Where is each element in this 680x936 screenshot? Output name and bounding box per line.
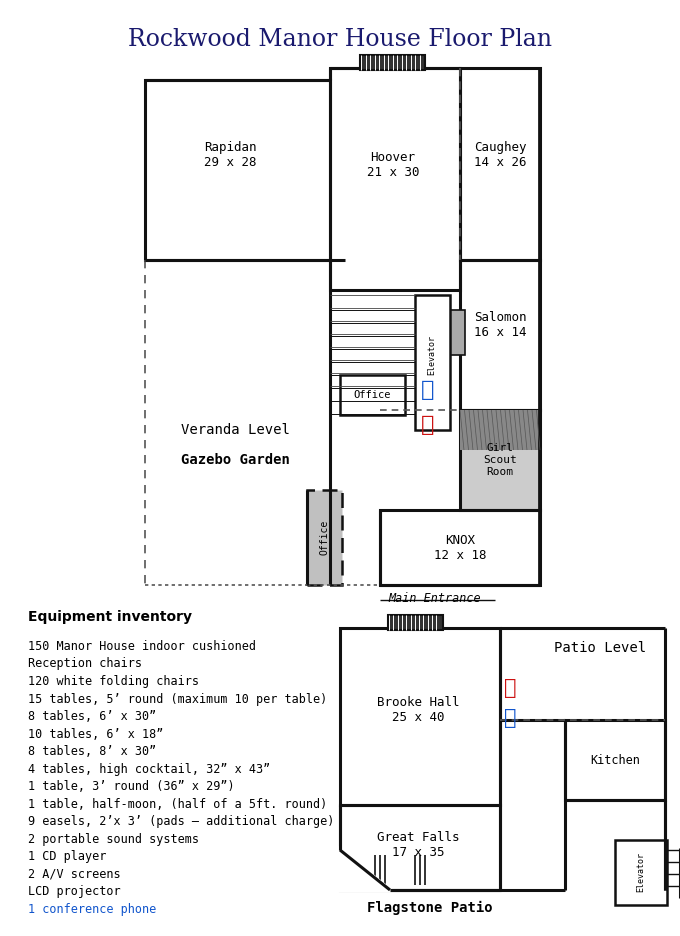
- Bar: [307, 490, 342, 585]
- Polygon shape: [340, 850, 390, 890]
- Text: Great Falls
17 x 35: Great Falls 17 x 35: [377, 831, 459, 859]
- Bar: [460, 260, 540, 410]
- Text: Reception chairs: Reception chairs: [28, 657, 142, 670]
- Text: KNOX
12 x 18: KNOX 12 x 18: [434, 534, 486, 562]
- Bar: [450, 310, 465, 355]
- Bar: [380, 510, 540, 585]
- Text: Rapidan
29 x 28: Rapidan 29 x 28: [204, 141, 256, 169]
- Text: 15 tables, 5’ round (maximum 10 per table): 15 tables, 5’ round (maximum 10 per tabl…: [28, 693, 327, 706]
- Text: Kitchen: Kitchen: [590, 753, 640, 767]
- Bar: [460, 68, 540, 260]
- Bar: [565, 720, 665, 800]
- Text: Elevator: Elevator: [636, 852, 645, 892]
- Text: 8 tables, 6’ x 30”: 8 tables, 6’ x 30”: [28, 710, 156, 723]
- Text: 4 tables, high cocktail, 32” x 43”: 4 tables, high cocktail, 32” x 43”: [28, 763, 270, 776]
- Text: 1 table, half-moon, (half of a 5ft. round): 1 table, half-moon, (half of a 5ft. roun…: [28, 797, 327, 811]
- Text: Elevator: Elevator: [428, 335, 437, 375]
- Text: 🚹: 🚹: [504, 708, 516, 728]
- Bar: [340, 805, 500, 890]
- Bar: [388, 615, 443, 630]
- Text: 9 easels, 2’x 3’ (pads – additional charge): 9 easels, 2’x 3’ (pads – additional char…: [28, 815, 335, 828]
- Bar: [145, 80, 330, 260]
- Text: Girl
Scout
Room: Girl Scout Room: [483, 444, 517, 476]
- Text: 8 tables, 8’ x 30”: 8 tables, 8’ x 30”: [28, 745, 156, 758]
- Text: Equipment inventory: Equipment inventory: [28, 610, 192, 624]
- Text: Patio Level: Patio Level: [554, 641, 646, 655]
- Text: 1 CD player: 1 CD player: [28, 850, 106, 863]
- Text: Office: Office: [353, 390, 391, 400]
- Text: Gazebo Garden: Gazebo Garden: [181, 453, 290, 467]
- Text: 1 table, 3’ round (36” x 29”): 1 table, 3’ round (36” x 29”): [28, 780, 235, 793]
- Text: Flagstone Patio: Flagstone Patio: [367, 901, 493, 915]
- Text: Hoover
21 x 30: Hoover 21 x 30: [367, 151, 420, 179]
- Text: 10 tables, 6’ x 18”: 10 tables, 6’ x 18”: [28, 727, 163, 740]
- Bar: [460, 410, 540, 510]
- Text: 150 Manor House indoor cushioned: 150 Manor House indoor cushioned: [28, 640, 256, 653]
- Text: Main Entrance: Main Entrance: [389, 592, 481, 605]
- Text: 1 conference phone: 1 conference phone: [28, 902, 156, 915]
- Text: Office: Office: [319, 519, 329, 555]
- Text: Salomon
16 x 14: Salomon 16 x 14: [474, 311, 526, 339]
- Text: 🚹: 🚹: [422, 380, 435, 400]
- Bar: [340, 375, 405, 415]
- Bar: [360, 55, 425, 70]
- Text: 2 A/V screens: 2 A/V screens: [28, 868, 120, 881]
- Bar: [415, 295, 450, 430]
- Text: Caughey
14 x 26: Caughey 14 x 26: [474, 141, 526, 169]
- Bar: [615, 840, 667, 905]
- Text: Veranda Level: Veranda Level: [181, 423, 290, 437]
- Bar: [460, 410, 540, 450]
- Text: 2 portable sound systems: 2 portable sound systems: [28, 832, 199, 845]
- Text: 120 white folding chairs: 120 white folding chairs: [28, 675, 199, 688]
- Bar: [340, 628, 500, 805]
- Bar: [330, 68, 460, 290]
- Text: Brooke Hall
25 x 40: Brooke Hall 25 x 40: [377, 696, 459, 724]
- Text: 🚺: 🚺: [422, 415, 435, 435]
- Text: Rockwood Manor House Floor Plan: Rockwood Manor House Floor Plan: [128, 28, 552, 51]
- Text: LCD projector: LCD projector: [28, 885, 120, 898]
- Text: 🚺: 🚺: [504, 678, 516, 698]
